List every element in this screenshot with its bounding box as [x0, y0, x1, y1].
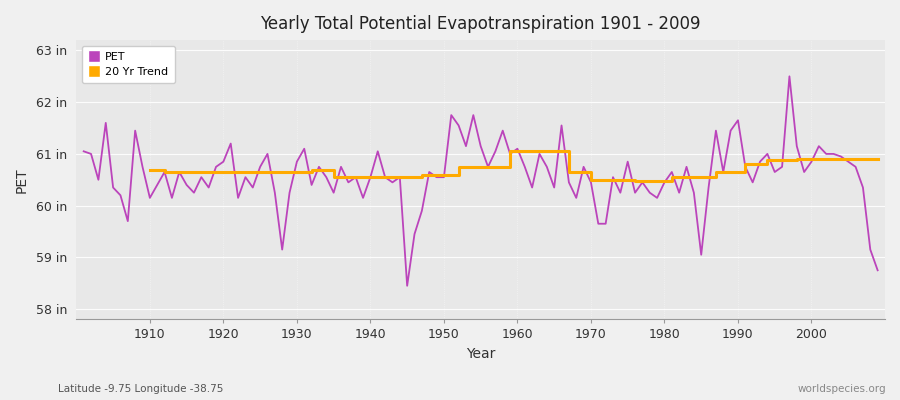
Text: Latitude -9.75 Longitude -38.75: Latitude -9.75 Longitude -38.75 [58, 384, 224, 394]
Legend: PET, 20 Yr Trend: PET, 20 Yr Trend [82, 46, 175, 84]
Y-axis label: PET: PET [15, 167, 29, 192]
Text: worldspecies.org: worldspecies.org [798, 384, 886, 394]
Title: Yearly Total Potential Evapotranspiration 1901 - 2009: Yearly Total Potential Evapotranspiratio… [260, 15, 701, 33]
X-axis label: Year: Year [466, 347, 495, 361]
